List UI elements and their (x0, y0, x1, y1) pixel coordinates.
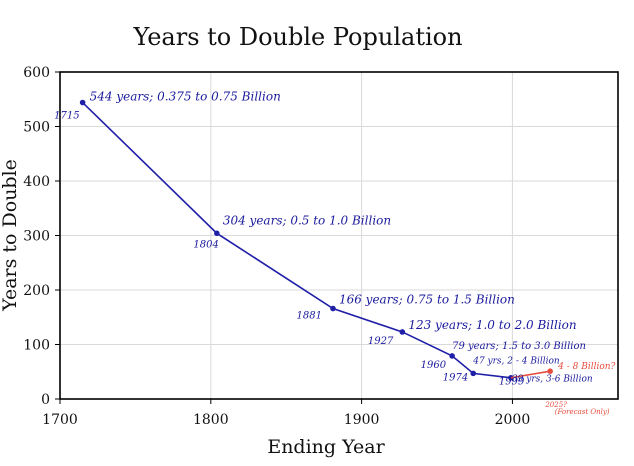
y-tick-label: 200 (23, 283, 50, 299)
series-line (510, 370, 551, 379)
point-annotation: 39 yrs, 3-6 Billion (512, 375, 593, 385)
y-tick-label: 600 (23, 65, 50, 81)
y-axis-label: Years to Double (0, 159, 21, 312)
data-point (399, 329, 406, 335)
y-tick-label: 300 (23, 229, 50, 245)
point-annotation: 304 years; 0.5 to 1.0 Billion (223, 213, 391, 227)
point-annotation: 47 yrs, 2 - 4 Billion (472, 356, 560, 366)
x-tick-label: 1900 (344, 412, 380, 428)
year-label: 1881 (297, 311, 322, 322)
forecast-only-label: (Forecast Only) (555, 408, 610, 416)
data-point (547, 368, 553, 375)
point-annotation: 544 years; 0.375 to 0.75 Billion (90, 90, 281, 104)
year-label: 1974 (443, 372, 468, 383)
data-point (214, 230, 220, 237)
year-label: 1927 (368, 336, 394, 347)
y-tick-label: 500 (23, 120, 50, 136)
data-point (79, 99, 86, 106)
x-tick-label: 2000 (495, 412, 531, 428)
point-annotation: 166 years; 0.75 to 1.5 Billion (339, 293, 515, 307)
forecast-annotation: 4 - 8 Billion? (557, 362, 615, 372)
series-line (82, 101, 512, 379)
x-tick-label: 1700 (42, 412, 78, 428)
data-point (470, 370, 477, 377)
y-tick-label: 100 (23, 338, 50, 354)
year-label: 1804 (193, 239, 218, 250)
forecast-year-label: 2025? (544, 401, 567, 409)
y-tick-label: 0 (41, 392, 50, 408)
x-tick-label: 1800 (193, 412, 229, 428)
chart-title: Years to Double Population (132, 23, 462, 51)
point-annotation: 123 years; 1.0 to 2.0 Billion (408, 318, 576, 332)
year-label: 1960 (421, 360, 447, 371)
point-annotation: 79 years; 1.5 to 3.0 Billion (452, 341, 586, 352)
x-axis-label: Ending Year (267, 436, 385, 458)
year-label: 1715 (54, 111, 79, 122)
data-point (330, 305, 336, 312)
plot-layer: 1700 1800 1900 2000 0 100 200 300 400 500 600 544 y… (23, 65, 619, 428)
year-label: 1999 (499, 377, 525, 388)
y-tick-label: 400 (23, 174, 50, 190)
data-point (449, 353, 455, 359)
